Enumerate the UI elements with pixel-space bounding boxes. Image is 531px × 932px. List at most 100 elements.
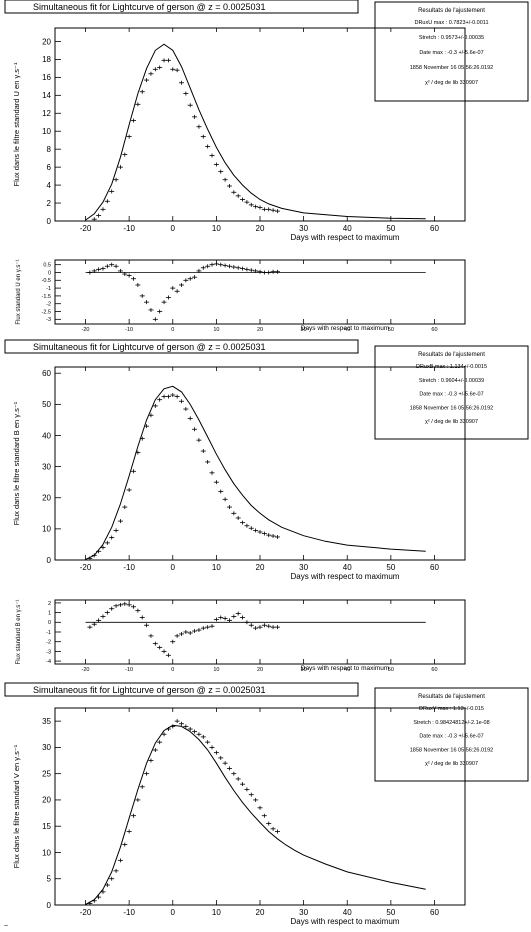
main-plot-data-point bbox=[209, 153, 215, 158]
residual-plot-data-point bbox=[144, 623, 150, 628]
residual-plot-data-point bbox=[157, 309, 163, 314]
residual-plot-data-point bbox=[226, 264, 232, 269]
main-plot-data-point bbox=[270, 826, 276, 831]
residual-plot-data-point bbox=[178, 631, 184, 636]
residual-plot-xtick-label: -20 bbox=[82, 327, 90, 333]
main-plot-data-point bbox=[196, 732, 202, 737]
main-plot-data-point bbox=[213, 162, 219, 167]
main-plot-data-point bbox=[157, 397, 163, 402]
main-plot-data-point bbox=[205, 740, 211, 745]
residual-plot-xlabel: Days with respect to maximum bbox=[301, 325, 390, 332]
residual-plot-data-point bbox=[165, 295, 171, 300]
residual-plot-data-point bbox=[131, 604, 137, 609]
main-plot-data-point bbox=[152, 67, 158, 72]
residual-plot-data-point bbox=[96, 267, 102, 272]
stats-box bbox=[374, 345, 529, 440]
main-plot-data-point bbox=[257, 205, 263, 210]
main-plot-xtick-label: 50 bbox=[386, 908, 395, 917]
residual-plot-data-point bbox=[270, 269, 276, 274]
stats-header: Resultats de l'ajustement bbox=[418, 8, 485, 14]
main-plot-xtick-label: -10 bbox=[123, 563, 135, 572]
residual-plot-data-point bbox=[113, 603, 119, 608]
main-plot-data-point bbox=[100, 545, 106, 550]
residual-plot-ylabel: Flux standard B en γ.s⁻¹ bbox=[16, 600, 22, 665]
residual-plot-data-point bbox=[200, 265, 206, 270]
residual-plot-xtick-label: 40 bbox=[344, 327, 350, 333]
residual-plot-ytick-label: -2 bbox=[46, 302, 51, 308]
main-plot-data-point bbox=[205, 459, 211, 464]
main-plot-data-point bbox=[165, 394, 171, 399]
stats-line: Stretch : 0.9573+/-0.00035 bbox=[419, 35, 484, 41]
residual-plot-ytick-label: -3 bbox=[46, 649, 51, 655]
main-plot-data-point bbox=[231, 511, 237, 516]
main-plot-data-point bbox=[122, 505, 128, 510]
residual-plot-xtick-label: -10 bbox=[125, 327, 133, 333]
main-plot-xtick-label: -20 bbox=[80, 908, 92, 917]
residual-plot-data-point bbox=[218, 262, 224, 267]
residual-plot-data-point bbox=[161, 649, 167, 654]
residual-plot-data-point bbox=[253, 626, 259, 631]
main-plot-xtick-label: -20 bbox=[80, 224, 92, 233]
main-plot-data-point bbox=[144, 771, 150, 776]
main-plot-xtick-label: 0 bbox=[171, 908, 176, 917]
residual-plot-data-point bbox=[213, 261, 219, 266]
residual-plot-data-point bbox=[192, 275, 198, 280]
residual-plot-xtick-label: 40 bbox=[344, 667, 350, 673]
main-plot-data-point bbox=[200, 449, 206, 454]
main-plot-xtick-label: 20 bbox=[256, 908, 265, 917]
main-plot-xlabel: Days with respect to maximum bbox=[291, 233, 400, 242]
residual-plot-data-point bbox=[261, 623, 267, 628]
main-plot-data-point bbox=[226, 766, 232, 771]
residual-plot-xtick-label: 50 bbox=[388, 327, 394, 333]
residual-plot-ylabel: Flux standard U en γ.s⁻¹ bbox=[16, 259, 22, 324]
residual-plot-data-point bbox=[148, 633, 154, 638]
main-plot-data-point bbox=[131, 469, 137, 474]
main-plot-xlabel: Days with respect to maximum bbox=[291, 917, 400, 926]
main-plot-xtick-label: 0 bbox=[171, 563, 176, 572]
main-plot-ytick-label: 16 bbox=[42, 73, 51, 82]
main-plot-data-point bbox=[226, 505, 232, 510]
residual-plot-data-point bbox=[104, 610, 110, 615]
main-plot-data-point bbox=[231, 771, 237, 776]
main-plot-ytick-label: 25 bbox=[42, 769, 51, 778]
main-plot-data-point bbox=[170, 67, 176, 72]
residual-plot-data-point bbox=[170, 639, 176, 644]
main-plot-data-point bbox=[113, 868, 119, 873]
residual-plot-data-point bbox=[244, 620, 250, 625]
stats-line: χ² / deg de lib 330907 bbox=[425, 419, 478, 425]
main-plot-xtick-label: 50 bbox=[386, 224, 395, 233]
main-plot-xtick-label: -10 bbox=[123, 908, 135, 917]
residual-plot-xtick-label: 60 bbox=[431, 667, 437, 673]
main-plot-data-point bbox=[161, 58, 167, 63]
residual-plot-xtick-label: 0 bbox=[171, 327, 174, 333]
residual-plot-data-point bbox=[87, 270, 93, 275]
residual-plot-data-point bbox=[261, 270, 267, 275]
main-plot-data-point bbox=[126, 134, 132, 139]
main-plot-ytick-label: 10 bbox=[42, 127, 51, 136]
main-plot-data-point bbox=[100, 889, 106, 894]
residual-plot-data-point bbox=[200, 626, 206, 631]
residual-plot-data-point bbox=[100, 614, 106, 619]
main-plot-data-point bbox=[91, 217, 97, 222]
residual-plot-xtick-label: 20 bbox=[257, 327, 263, 333]
residual-plot-data-point bbox=[187, 276, 193, 281]
main-plot-data-point bbox=[148, 413, 154, 418]
main-plot-ylabel: Flux dans le filtre standard U en γ.s⁻¹ bbox=[12, 62, 21, 187]
residual-plot-data-point bbox=[178, 282, 184, 287]
main-plot-data-point bbox=[131, 118, 137, 123]
main-plot-data-point bbox=[96, 213, 102, 218]
residual-plot-ytick-label: 2 bbox=[48, 601, 51, 607]
residual-plot-data-point bbox=[135, 608, 141, 613]
main-plot-ytick-label: 0 bbox=[47, 556, 52, 565]
residual-plot-data-point bbox=[231, 614, 237, 619]
residual-plot-data-point bbox=[183, 278, 189, 283]
main-plot-data-point bbox=[183, 91, 189, 96]
stats-line: Date max : -0.3 +/-5.6e-07 bbox=[419, 50, 483, 56]
residual-plot-data-point bbox=[161, 300, 167, 305]
main-plot-data-point bbox=[113, 528, 119, 533]
main-plot-data-point bbox=[117, 165, 123, 170]
stats-box bbox=[374, 687, 529, 782]
residual-plot-data-point bbox=[205, 625, 211, 630]
residual-plot-data-point bbox=[117, 268, 123, 273]
residual-plot-data-point bbox=[183, 630, 189, 634]
